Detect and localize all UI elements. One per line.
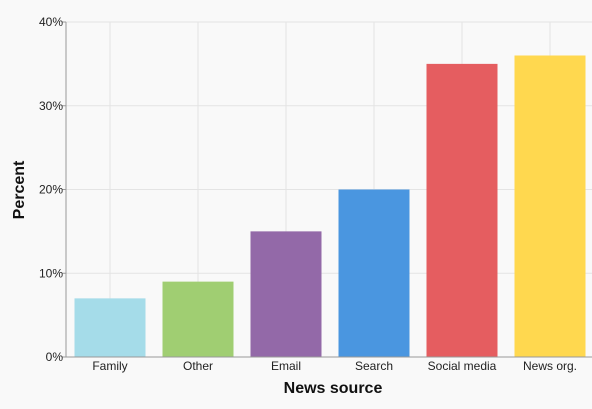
bar[interactable] <box>162 281 234 357</box>
bar[interactable] <box>514 55 586 358</box>
x-tick-label: News org. <box>523 359 577 373</box>
y-tick-label: 20% <box>39 183 63 197</box>
y-tick-label: 10% <box>39 266 63 280</box>
x-tick-label: Social media <box>428 359 497 373</box>
y-tick-label: 0% <box>46 350 64 364</box>
x-tick-label: Other <box>183 359 213 373</box>
axis-layer: 0% 10% 20% 30% 40% Family Other Email Search Soci… <box>39 15 592 373</box>
y-tick-label: 30% <box>39 99 63 113</box>
bar[interactable] <box>426 63 498 357</box>
y-tick-label: 40% <box>39 15 63 29</box>
x-tick-label: Email <box>271 359 301 373</box>
bar[interactable] <box>338 189 410 358</box>
x-axis-title: News source <box>284 380 383 397</box>
y-axis-title: Percent <box>11 160 28 219</box>
bar[interactable] <box>250 231 322 357</box>
bars-layer <box>74 55 586 358</box>
x-tick-label: Search <box>355 359 393 373</box>
bar[interactable] <box>74 298 146 357</box>
x-tick-label: Family <box>92 359 127 373</box>
